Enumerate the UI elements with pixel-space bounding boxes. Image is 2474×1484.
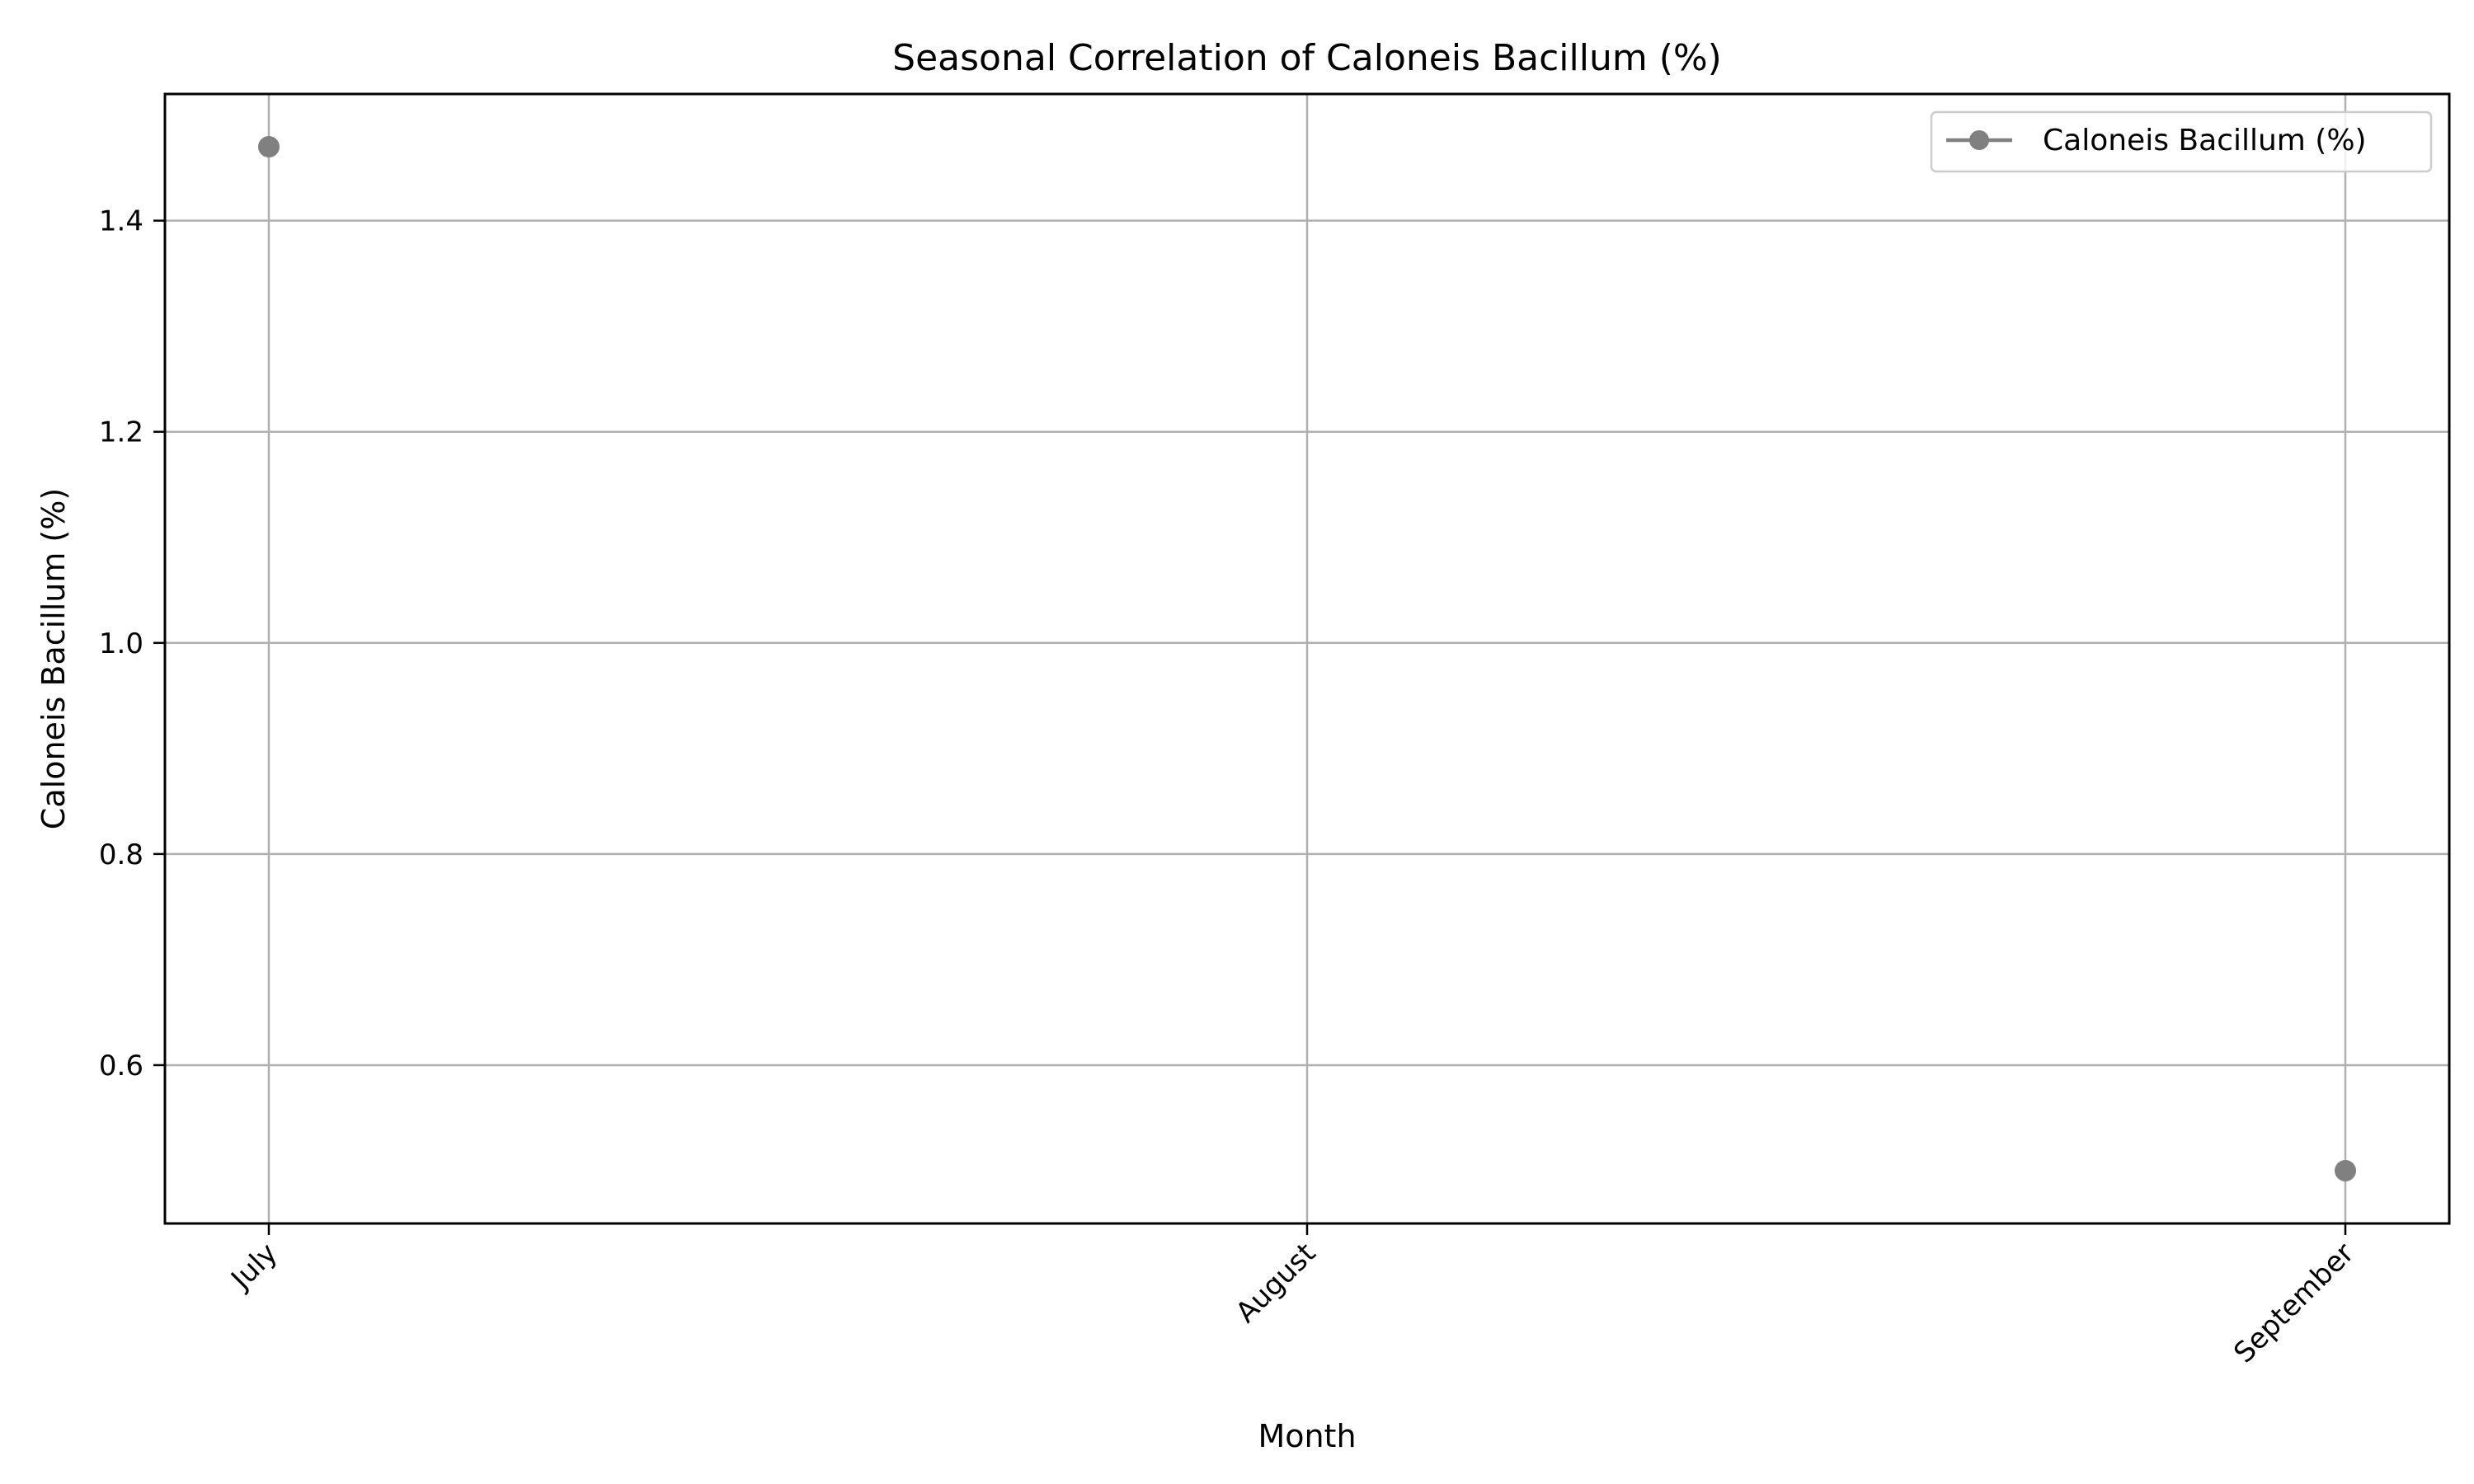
y-tick-label: 1.4 [99, 205, 143, 238]
legend: Caloneis Bacillum (%) [1930, 110, 2433, 173]
y-tick-label: 0.6 [99, 1050, 143, 1082]
chart-title: Seasonal Correlation of Caloneis Bacillu… [892, 37, 1722, 79]
data-point [258, 136, 280, 158]
y-tick-label: 1.0 [99, 627, 143, 660]
series-group [258, 136, 2356, 1181]
grid [165, 94, 2449, 1223]
y-tick-label: 0.8 [99, 838, 143, 871]
y-axis-label: Caloneis Bacillum (%) [35, 488, 72, 829]
y-axis: 0.6 0.8 1.0 1.2 1.4 [99, 205, 165, 1082]
legend-marker-swatch [1969, 130, 1989, 150]
legend-label: Caloneis Bacillum (%) [2043, 124, 2367, 157]
y-tick-label: 1.2 [99, 416, 143, 449]
data-point [2335, 1159, 2356, 1181]
legend-box [1930, 110, 2433, 173]
x-axis-label: Month [1258, 1418, 1356, 1454]
